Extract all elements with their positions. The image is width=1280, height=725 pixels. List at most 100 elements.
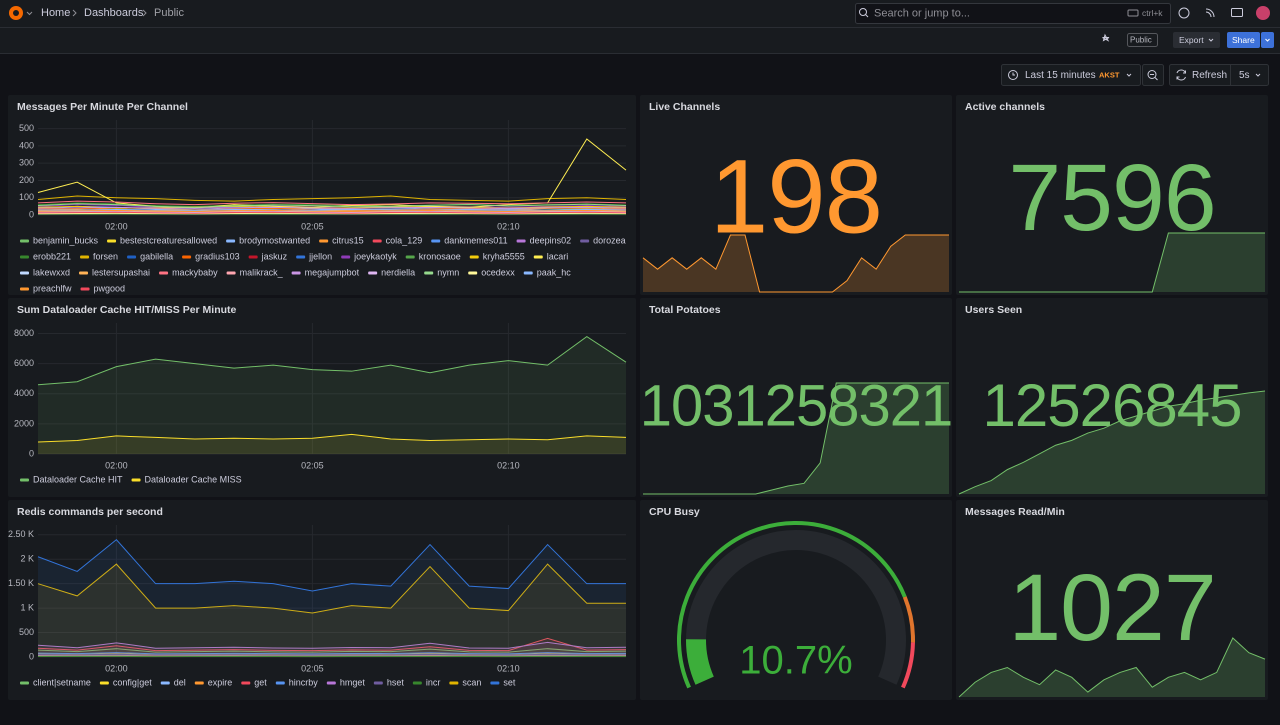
- legend-label: deepins02: [530, 235, 572, 245]
- panel-title: Messages Per Minute Per Channel: [17, 101, 188, 113]
- legend-swatch: [468, 272, 477, 275]
- legend-swatch: [292, 272, 301, 275]
- legend-label: gabilella: [140, 251, 173, 261]
- legend-swatch: [20, 240, 29, 243]
- legend-swatch: [182, 256, 191, 259]
- legend-label: malikrack_: [240, 267, 284, 277]
- legend-swatch: [80, 256, 89, 259]
- y-tick-label: 0: [29, 209, 34, 219]
- legend-label: Dataloader Cache HIT: [33, 474, 123, 484]
- legend-swatch: [319, 240, 328, 243]
- panel: 1031258321 Total Potatoes: [640, 298, 953, 497]
- panel-title: Sum Dataloader Cache HIT/MISS Per Minute: [17, 304, 237, 316]
- legend-swatch: [373, 240, 382, 243]
- panel: 10.7% CPU Busy: [640, 500, 952, 700]
- legend-label: incr: [426, 677, 441, 687]
- legend-label: Dataloader Cache MISS: [145, 474, 242, 484]
- legend-label: hincrby: [289, 677, 319, 687]
- y-tick-label: 100: [19, 192, 34, 202]
- x-tick-label: 02:10: [497, 460, 520, 470]
- legend-swatch: [226, 240, 235, 243]
- legend-label: del: [174, 677, 186, 687]
- legend-swatch: [276, 682, 285, 685]
- legend-swatch: [20, 256, 29, 259]
- legend-swatch: [374, 682, 383, 685]
- legend-swatch: [490, 682, 499, 685]
- breadcrumb[interactable]: Home: [41, 7, 70, 19]
- legend-swatch: [449, 682, 458, 685]
- legend-label: dankmemes011: [444, 235, 507, 245]
- panel-title: Live Channels: [649, 101, 720, 113]
- stat-value: 198: [710, 139, 882, 256]
- panel-title: Total Potatoes: [649, 304, 721, 316]
- panel: 198 Live Channels: [640, 95, 952, 295]
- panel-title: Active channels: [965, 101, 1045, 113]
- legend-swatch: [524, 272, 533, 275]
- gauge-label: 10.7%: [739, 639, 852, 683]
- y-tick-label: 2.50 K: [8, 529, 34, 539]
- legend-label: get: [254, 677, 267, 687]
- x-tick-label: 02:00: [105, 221, 128, 231]
- legend-swatch: [79, 272, 88, 275]
- y-tick-label: 500: [19, 627, 34, 637]
- panel-title: Redis commands per second: [17, 506, 163, 518]
- panel-title: Users Seen: [965, 304, 1022, 316]
- legend-swatch: [424, 272, 433, 275]
- legend-swatch: [159, 272, 168, 275]
- legend-swatch: [296, 256, 305, 259]
- legend-label: megajumpbot: [305, 267, 360, 277]
- avatar[interactable]: [1256, 6, 1270, 20]
- refresh-interval: 5s: [1239, 70, 1250, 81]
- export-label: Export: [1179, 35, 1204, 45]
- legend-swatch: [534, 256, 543, 259]
- x-tick-label: 02:00: [105, 663, 128, 673]
- legend-swatch: [241, 682, 250, 685]
- timezone: AKST: [1099, 70, 1120, 79]
- legend-label: paak_hc: [537, 267, 572, 277]
- legend-swatch: [132, 479, 141, 482]
- share-dropdown[interactable]: [1261, 32, 1274, 48]
- legend-label: hset: [387, 677, 405, 687]
- legend-label: bestestcreaturesallowed: [120, 235, 217, 245]
- y-tick-label: 1.50 K: [8, 578, 34, 588]
- legend-swatch: [517, 240, 526, 243]
- legend-swatch: [161, 682, 170, 685]
- legend-label: forsen: [93, 251, 118, 261]
- legend-label: brodymostwanted: [239, 235, 310, 245]
- legend-label: dorozea: [593, 235, 626, 245]
- badge-text: Public: [1130, 36, 1152, 45]
- breadcrumb: Public: [154, 7, 184, 19]
- y-tick-label: 200: [19, 175, 34, 185]
- legend-swatch: [580, 240, 589, 243]
- legend-label: lacari: [547, 251, 569, 261]
- legend-swatch: [20, 288, 29, 291]
- x-tick-label: 02:10: [497, 221, 520, 231]
- y-tick-label: 6000: [14, 358, 34, 368]
- breadcrumb[interactable]: Dashboards: [84, 7, 144, 19]
- shortcut: ctrl+k: [1142, 8, 1163, 18]
- time-range: Last 15 minutes: [1025, 70, 1096, 81]
- legend-label: config|get: [113, 677, 152, 687]
- legend-label: expire: [208, 677, 233, 687]
- stat-value: 1031258321: [640, 373, 953, 438]
- x-tick-label: 02:00: [105, 460, 128, 470]
- panel-title: Messages Read/Min: [965, 506, 1065, 518]
- logo-inner: [13, 10, 19, 16]
- share-label: Share: [1232, 35, 1255, 45]
- y-tick-label: 2000: [14, 418, 34, 428]
- legend-label: nymn: [437, 267, 459, 277]
- refresh-label: Refresh: [1192, 70, 1227, 81]
- legend-label: scan: [462, 677, 481, 687]
- y-tick-label: 2 K: [20, 554, 34, 564]
- legend-label: lakewxxd: [33, 267, 70, 277]
- legend-label: erobb221: [33, 251, 71, 261]
- legend-label: ocedexx: [481, 267, 515, 277]
- legend-swatch: [107, 240, 116, 243]
- x-tick-label: 02:05: [301, 460, 324, 470]
- panel-title: CPU Busy: [649, 506, 700, 518]
